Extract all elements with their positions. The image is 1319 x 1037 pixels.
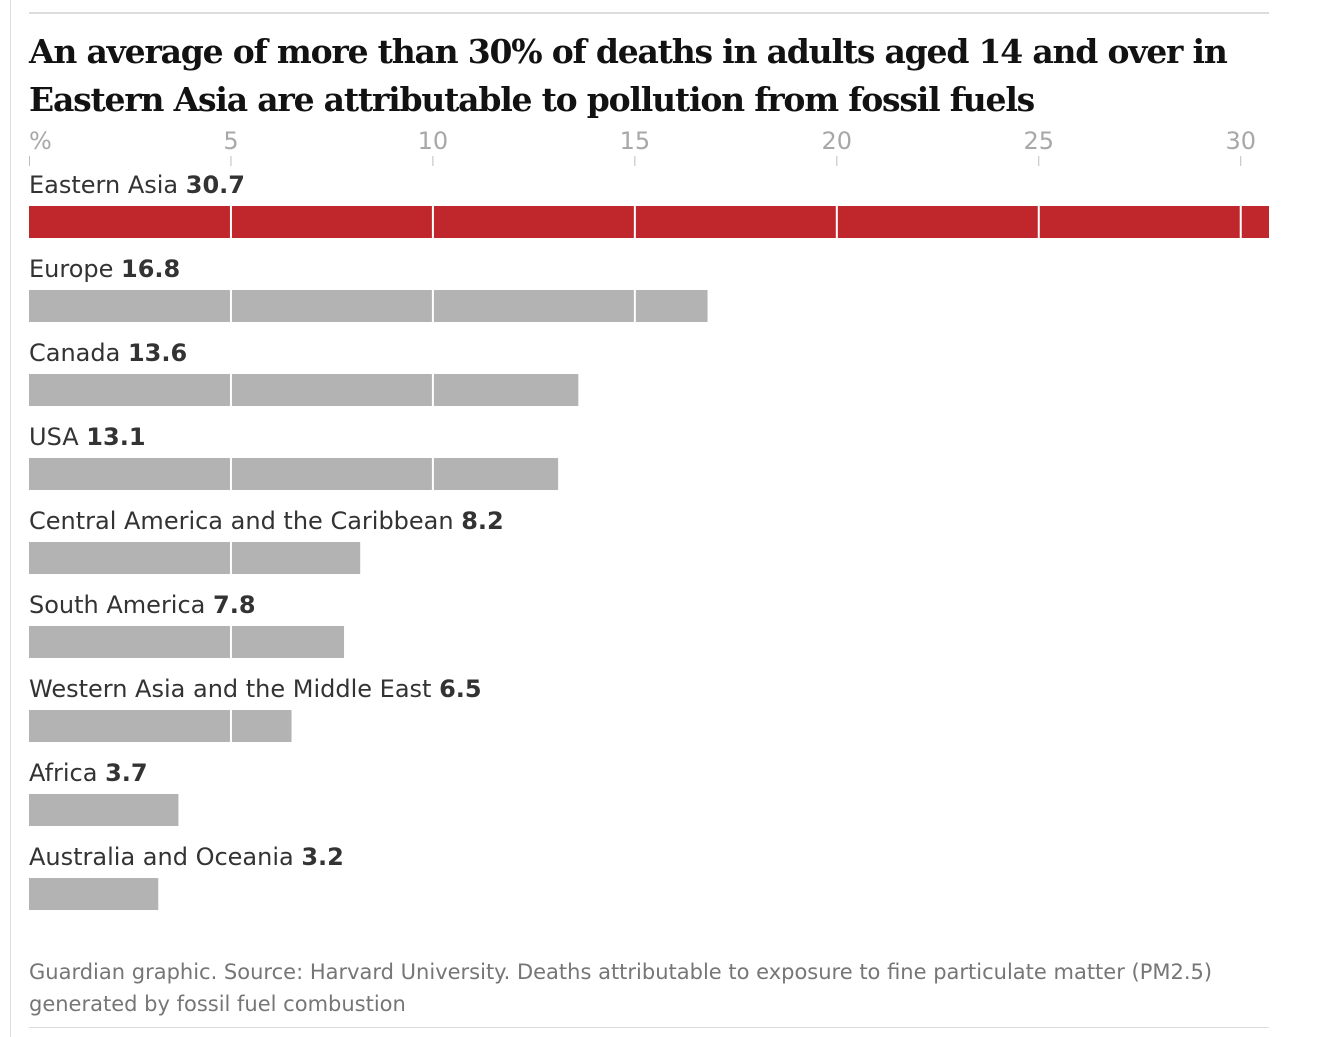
chart-title: An average of more than 30% of deaths in… xyxy=(29,32,1228,119)
tick-label-15: 15 xyxy=(620,127,651,155)
bar-eastern-asia xyxy=(29,206,1269,238)
bar-value-europe: 16.8 xyxy=(121,255,180,283)
bar-value-usa: 13.1 xyxy=(86,423,145,451)
bar-label-western-asia-and-the-middle-east: Western Asia and the Middle East 6.5 xyxy=(29,675,482,703)
bar-africa xyxy=(29,794,179,826)
bar-value-western-asia-and-the-middle-east: 6.5 xyxy=(439,675,482,703)
tick-label-25: 25 xyxy=(1023,127,1054,155)
bar-central-america-and-the-caribbean xyxy=(29,542,361,574)
bar-label-europe: Europe 16.8 xyxy=(29,255,180,283)
axis-unit-label: % xyxy=(29,127,52,155)
bar-label-australia-and-oceania: Australia and Oceania 3.2 xyxy=(29,843,344,871)
bar-label-canada: Canada 13.6 xyxy=(29,339,187,367)
tick-label-5: 5 xyxy=(223,127,238,155)
bar-western-asia-and-the-middle-east xyxy=(29,710,292,742)
bar-south-america xyxy=(29,626,345,658)
tick-label-20: 20 xyxy=(822,127,853,155)
top-rule xyxy=(29,12,1269,14)
bottom-rule xyxy=(29,1027,1269,1028)
bar-label-africa: Africa 3.7 xyxy=(29,759,148,787)
bar-australia-and-oceania xyxy=(29,878,159,910)
bar-value-australia-and-oceania: 3.2 xyxy=(301,843,344,871)
bar-label-eastern-asia: Eastern Asia 30.7 xyxy=(29,171,245,199)
source-note: Guardian graphic. Source: Harvard Univer… xyxy=(29,960,1213,1016)
bar-usa xyxy=(29,458,559,490)
tick-label-10: 10 xyxy=(418,127,449,155)
bar-label-south-america: South America 7.8 xyxy=(29,591,256,619)
bar-value-africa: 3.7 xyxy=(105,759,148,787)
bar-value-central-america-and-the-caribbean: 8.2 xyxy=(461,507,504,535)
bar-value-south-america: 7.8 xyxy=(213,591,256,619)
bar-value-eastern-asia: 30.7 xyxy=(186,171,245,199)
bar-value-canada: 13.6 xyxy=(128,339,187,367)
left-rule xyxy=(10,0,11,1037)
tick-label-30: 30 xyxy=(1225,127,1256,155)
bar-europe xyxy=(29,290,708,322)
bar-chart: % 5 10 15 20 25 30 Eastern Asia 30.7 Europe 16.8… xyxy=(29,127,1269,910)
bar-label-central-america-and-the-caribbean: Central America and the Caribbean 8.2 xyxy=(29,507,504,535)
bar-canada xyxy=(29,374,579,406)
bar-label-usa: USA 13.1 xyxy=(29,423,146,451)
